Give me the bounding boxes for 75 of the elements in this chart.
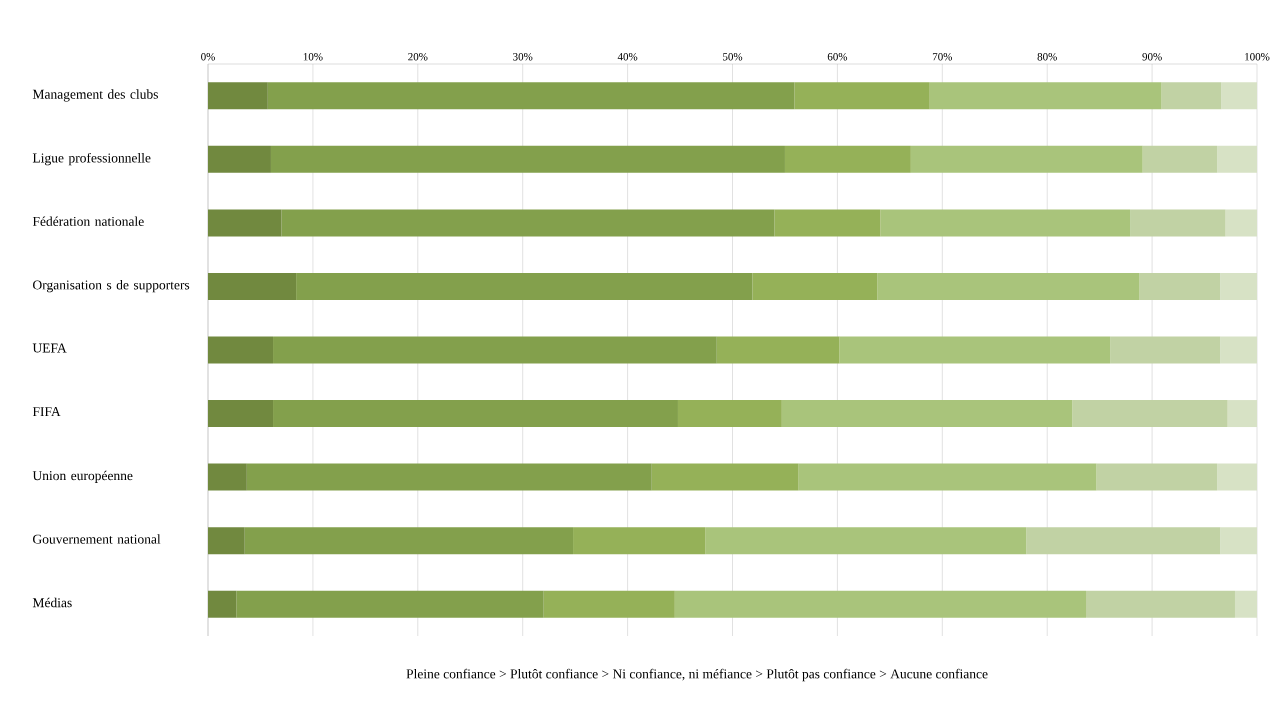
bar — [752, 272, 878, 300]
y-tick-label: Union européenne — [32, 470, 133, 483]
bar — [273, 400, 678, 428]
bar — [910, 145, 1143, 173]
y-tick-label: FIFA — [32, 407, 61, 417]
bar — [273, 336, 717, 364]
bar — [208, 272, 297, 300]
x-tick-label: 50% — [723, 53, 743, 61]
bar — [781, 400, 1073, 428]
bar — [208, 463, 247, 491]
bar — [1217, 463, 1258, 491]
bar — [1139, 272, 1221, 300]
bar — [716, 336, 840, 364]
bar — [246, 463, 652, 491]
bar — [573, 527, 706, 555]
bar — [1072, 400, 1228, 428]
bar — [208, 209, 282, 237]
bar — [1142, 145, 1218, 173]
bar — [784, 145, 911, 173]
bar — [543, 590, 675, 618]
bar — [677, 400, 782, 428]
bar — [674, 590, 1087, 618]
bar — [1225, 209, 1258, 237]
bar — [839, 336, 1111, 364]
bar — [1221, 82, 1258, 110]
bar — [1130, 209, 1226, 237]
x-tick-label: 60% — [827, 53, 848, 61]
y-tick-label: Fédération nationale — [32, 216, 144, 226]
bar — [880, 209, 1131, 237]
bar — [208, 145, 271, 173]
bar — [1110, 336, 1221, 364]
bar — [208, 590, 237, 618]
bar — [794, 82, 930, 110]
bar — [798, 463, 1097, 491]
x-tick-label: 100% — [1245, 53, 1270, 61]
bar — [208, 527, 245, 555]
bar — [1220, 527, 1258, 555]
bar — [208, 336, 274, 364]
bar — [1227, 400, 1258, 428]
bar — [296, 272, 753, 300]
bar — [877, 272, 1140, 300]
y-tick-label: Management des clubs — [32, 89, 158, 102]
bar — [281, 209, 775, 237]
bar — [267, 82, 795, 110]
bar — [1086, 590, 1235, 618]
y-tick-label: UEFA — [32, 343, 67, 353]
bar — [1161, 82, 1222, 110]
bar — [1026, 527, 1221, 555]
x-tick-label: 0% — [201, 53, 215, 61]
x-tick-label: 90% — [1142, 53, 1162, 61]
y-tick-label: Organisation s de supporters — [33, 279, 190, 293]
bar — [1234, 590, 1258, 618]
bar — [270, 145, 785, 173]
y-tick-label: Gouvernement national — [33, 534, 161, 544]
bar — [1217, 145, 1258, 173]
bar — [1220, 272, 1258, 300]
bar — [705, 527, 1027, 555]
x-tick-label: 10% — [303, 53, 323, 61]
text: Pleine confiance > Plutôt confiance > Ni confiance, ni méfiance > Plutôt pas confiance > Aucune confiance — [406, 668, 988, 682]
x-tick-label: 40% — [617, 53, 638, 61]
x-tick-label: 20% — [408, 53, 428, 61]
x-tick-label: 30% — [513, 53, 533, 61]
bar — [1220, 336, 1258, 364]
bar — [208, 82, 268, 110]
bar — [208, 400, 274, 428]
bar — [651, 463, 799, 491]
y-tick-label: Ligue professionnelle — [32, 152, 151, 166]
bar — [236, 590, 544, 618]
bar — [1096, 463, 1218, 491]
x-tick-label: 70% — [932, 53, 953, 61]
x-tick-label: 80% — [1037, 53, 1057, 61]
bar — [774, 209, 881, 237]
y-tick-label: Médias — [32, 597, 72, 608]
bar — [929, 82, 1162, 110]
bar — [244, 527, 574, 555]
